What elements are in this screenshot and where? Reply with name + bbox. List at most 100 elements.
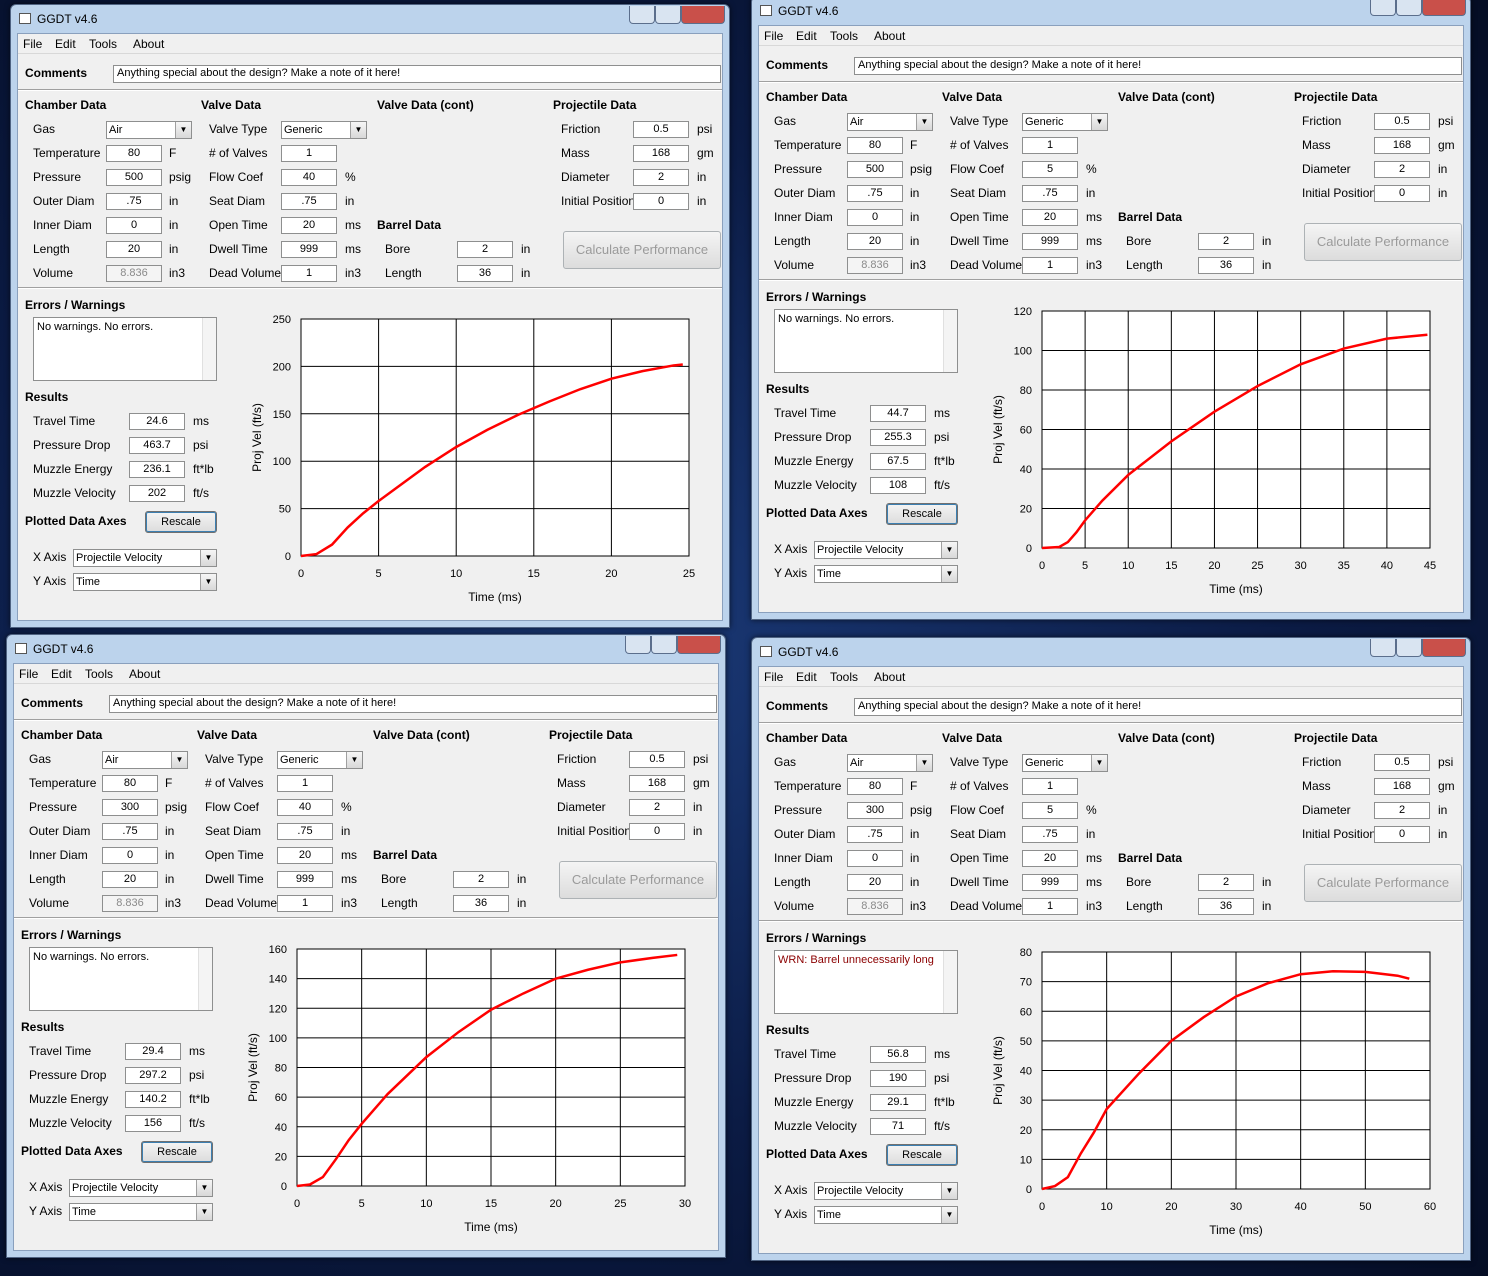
combo-arrow[interactable]: ▼ [941, 566, 957, 582]
text-input[interactable]: 20 [277, 847, 333, 864]
combo-arrow[interactable]: ▼ [1091, 755, 1107, 771]
text-input[interactable]: 5 [1022, 802, 1078, 819]
text-input[interactable]: 36 [453, 895, 509, 912]
menu-item[interactable]: Tools [89, 37, 118, 51]
text-input[interactable]: 255.3 [870, 429, 926, 446]
text-input[interactable]: 500 [847, 161, 903, 178]
text-input[interactable]: 20 [847, 874, 903, 891]
combo-arrow[interactable]: ▼ [916, 755, 932, 771]
text-input[interactable]: 1 [277, 895, 333, 912]
text-input[interactable]: 80 [106, 145, 162, 162]
text-input[interactable]: 168 [1374, 137, 1430, 154]
comments-input[interactable]: Anything special about the design? Make … [109, 695, 717, 713]
text-input[interactable]: .75 [277, 823, 333, 840]
combo-box[interactable]: Projectile Velocity ▼ [814, 1182, 958, 1200]
text-input[interactable]: 20 [102, 871, 158, 888]
menu-item[interactable]: About [874, 670, 906, 684]
text-input[interactable]: 20 [281, 217, 337, 234]
menu-item[interactable]: About [133, 37, 165, 51]
text-input[interactable]: 40 [281, 169, 337, 186]
combo-arrow[interactable]: ▼ [941, 1183, 957, 1199]
text-input[interactable]: 463.7 [129, 437, 185, 454]
text-input[interactable]: 29.1 [870, 1094, 926, 1111]
text-input[interactable]: 0 [1374, 826, 1430, 843]
text-input[interactable]: .75 [281, 193, 337, 210]
combo-box[interactable]: Air ▼ [102, 751, 188, 769]
text-input[interactable]: 999 [1022, 874, 1078, 891]
calculate-button[interactable]: Calculate Performance [1304, 864, 1462, 902]
combo-arrow[interactable]: ▼ [346, 752, 362, 768]
text-input[interactable]: 0.5 [629, 751, 685, 768]
text-input[interactable]: 1 [1022, 257, 1078, 274]
text-input[interactable]: 300 [102, 799, 158, 816]
text-input[interactable]: 2 [629, 799, 685, 816]
combo-arrow[interactable]: ▼ [916, 114, 932, 130]
comments-input[interactable]: Anything special about the design? Make … [113, 65, 721, 83]
text-input[interactable]: 80 [847, 778, 903, 795]
text-input[interactable]: 156 [125, 1115, 181, 1132]
close-button[interactable] [1422, 639, 1466, 657]
text-input[interactable]: 2 [457, 241, 513, 258]
text-input[interactable]: 140.2 [125, 1091, 181, 1108]
menu-item[interactable]: Tools [85, 667, 114, 681]
text-input[interactable]: 300 [847, 802, 903, 819]
text-input[interactable]: 80 [102, 775, 158, 792]
scrollbar[interactable] [202, 318, 216, 380]
menu-item[interactable]: File [23, 37, 43, 51]
calculate-button[interactable]: Calculate Performance [559, 861, 717, 899]
menu-item[interactable]: About [874, 29, 906, 43]
text-input[interactable]: 0.5 [1374, 754, 1430, 771]
combo-box[interactable]: Projectile Velocity ▼ [73, 549, 217, 567]
text-input[interactable]: 236.1 [129, 461, 185, 478]
text-input[interactable]: 29.4 [125, 1043, 181, 1060]
close-button[interactable] [681, 6, 725, 24]
combo-box[interactable]: Air ▼ [847, 113, 933, 131]
menu-item[interactable]: File [764, 29, 784, 43]
text-input[interactable]: 44.7 [870, 405, 926, 422]
text-input[interactable]: 0 [633, 193, 689, 210]
text-input[interactable]: .75 [102, 823, 158, 840]
maximize-button[interactable] [1396, 639, 1422, 657]
rescale-button[interactable]: Rescale [141, 1141, 213, 1163]
text-input[interactable]: 168 [629, 775, 685, 792]
combo-arrow[interactable]: ▼ [350, 122, 366, 138]
text-input[interactable]: 500 [106, 169, 162, 186]
menu-item[interactable]: Edit [55, 37, 76, 51]
combo-box[interactable]: Time ▼ [69, 1203, 213, 1221]
combo-arrow[interactable]: ▼ [171, 752, 187, 768]
rescale-button[interactable]: Rescale [145, 511, 217, 533]
text-input[interactable]: 36 [1198, 257, 1254, 274]
text-input[interactable]: 2 [1374, 161, 1430, 178]
text-input[interactable]: 1 [281, 145, 337, 162]
combo-arrow[interactable]: ▼ [200, 574, 216, 590]
text-input[interactable]: .75 [1022, 185, 1078, 202]
maximize-button[interactable] [655, 6, 681, 24]
combo-arrow[interactable]: ▼ [941, 542, 957, 558]
text-input[interactable]: 0 [102, 847, 158, 864]
text-input[interactable]: 71 [870, 1118, 926, 1135]
text-input[interactable]: 20 [1022, 850, 1078, 867]
combo-box[interactable]: Time ▼ [814, 1206, 958, 1224]
combo-box[interactable]: Air ▼ [106, 121, 192, 139]
text-input[interactable]: 1 [1022, 137, 1078, 154]
combo-arrow[interactable]: ▼ [196, 1180, 212, 1196]
text-input[interactable]: 999 [1022, 233, 1078, 250]
menu-item[interactable]: Edit [796, 670, 817, 684]
menu-item[interactable]: Tools [830, 29, 859, 43]
text-input[interactable]: 0 [629, 823, 685, 840]
combo-box[interactable]: Generic ▼ [1022, 754, 1108, 772]
text-input[interactable]: 2 [1198, 233, 1254, 250]
rescale-button[interactable]: Rescale [886, 1144, 958, 1166]
text-input[interactable]: 0 [106, 217, 162, 234]
text-input[interactable]: 0.5 [1374, 113, 1430, 130]
menu-item[interactable]: File [19, 667, 39, 681]
text-input[interactable]: 999 [277, 871, 333, 888]
text-input[interactable]: 0 [1374, 185, 1430, 202]
text-input[interactable]: 190 [870, 1070, 926, 1087]
text-input[interactable]: 56.8 [870, 1046, 926, 1063]
text-input[interactable]: 20 [1022, 209, 1078, 226]
minimize-button[interactable] [629, 6, 655, 24]
combo-box[interactable]: Generic ▼ [281, 121, 367, 139]
menu-item[interactable]: Tools [830, 670, 859, 684]
calculate-button[interactable]: Calculate Performance [1304, 223, 1462, 261]
